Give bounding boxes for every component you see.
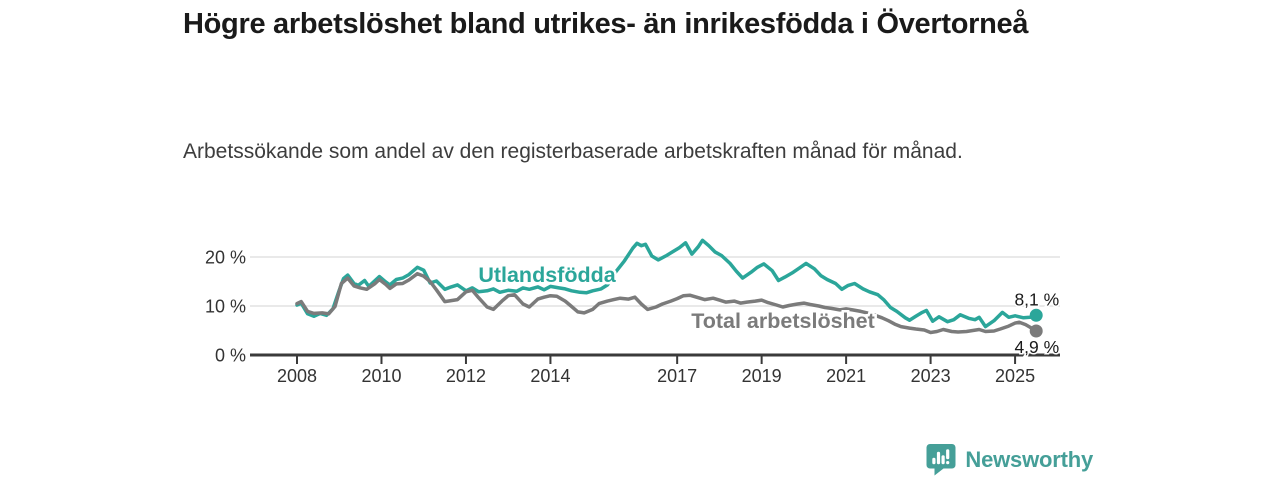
end-value-label-total-arbetsl-shet: 4,9 % [1014, 337, 1059, 357]
x-tick-label: 2012 [446, 366, 486, 386]
y-tick-label: 0 % [215, 346, 246, 366]
x-tick-label: 2010 [361, 366, 401, 386]
y-tick-label: 10 % [205, 297, 246, 317]
x-tick-label: 2017 [657, 366, 697, 386]
x-tick-label: 2021 [826, 366, 866, 386]
chart-title: Högre arbetslöshet bland utrikes- än inr… [183, 8, 1029, 40]
x-tick-label: 2019 [742, 366, 782, 386]
x-tick-label: 2023 [911, 366, 951, 386]
series-line-utlandsf-dda [295, 238, 1038, 329]
series-endpoint-dot-total-arbetsl-shet [1029, 324, 1043, 338]
x-tick-label: 2008 [277, 366, 317, 386]
series-label-total-arbetsl-shet: Total arbetslöshet [691, 309, 875, 333]
end-value-label-utlandsf-dda: 8,1 % [1014, 289, 1059, 309]
series-label-utlandsf-dda: Utlandsfödda [478, 263, 616, 287]
series-line-total-arbetsl-shet [295, 271, 1038, 335]
x-tick-label: 2025 [995, 366, 1035, 386]
newsworthy-brand-name: Newsworthy [965, 446, 1093, 472]
chart-subtitle: Arbetssökande som andel av den registerb… [183, 140, 963, 163]
newsworthy-attribution: Newsworthy [926, 443, 1093, 476]
y-tick-label: 20 % [205, 248, 246, 268]
x-tick-label: 2014 [530, 366, 570, 386]
series-endpoint-dot-utlandsf-dda [1029, 308, 1043, 322]
newsworthy-logo-icon [926, 443, 956, 476]
